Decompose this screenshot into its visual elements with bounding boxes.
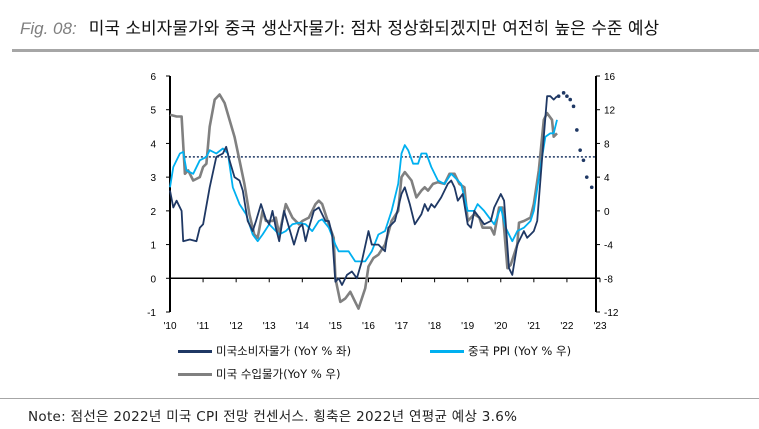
left-tick-label: -1	[147, 308, 156, 319]
x-tick-label: '19	[461, 321, 474, 332]
x-tick-label: '17	[395, 321, 408, 332]
legend-item-cpi: 미국소비자물가 (YoY % 좌)	[178, 343, 351, 359]
left-tick-label: 2	[150, 207, 156, 218]
x-tick-label: '14	[296, 321, 309, 332]
note-divider	[0, 398, 759, 399]
legend-label: 미국소비자물가 (YoY % 좌)	[216, 344, 352, 358]
right-tick-label: 8	[604, 139, 610, 150]
x-tick-label: '21	[527, 321, 540, 332]
forecast-point	[578, 148, 582, 152]
forecast-point	[575, 128, 579, 132]
forecast-point	[589, 185, 594, 190]
forecast-point	[561, 91, 566, 95]
left-tick-label: 5	[150, 106, 156, 117]
legend-label: 중국 PPI (YoY % 우)	[468, 344, 572, 358]
left-tick-label: 4	[150, 139, 156, 150]
title-divider	[12, 49, 759, 52]
x-tick-label: '22	[560, 321, 573, 332]
series-line-ppi	[169, 119, 558, 263]
forecast-point	[565, 94, 569, 99]
left-tick-label: 3	[150, 173, 156, 184]
forecast-point	[584, 175, 589, 179]
right-tick-label: -4	[604, 241, 613, 252]
right-tick-label: -8	[604, 274, 613, 285]
x-tick-label: '11	[197, 321, 210, 332]
x-tick-label: '10	[163, 321, 176, 332]
left-tick-label: 1	[150, 241, 156, 252]
right-tick-label: 16	[604, 72, 616, 83]
series-line-import	[169, 93, 558, 310]
right-tick-label: 0	[604, 207, 610, 218]
legend-swatch	[178, 349, 212, 353]
figure-title-text: 미국 소비자물가와 중국 생산자물가: 점차 정상화되겠지만 여전히 높은 수준…	[88, 19, 660, 39]
right-tick-label: 12	[604, 106, 616, 117]
series-line-cpi	[169, 95, 558, 286]
x-tick-label: '12	[230, 321, 243, 332]
x-tick-label: '13	[263, 321, 276, 332]
legend-label: 미국 수입물가(YoY % 우)	[216, 367, 341, 381]
right-tick-label: 4	[604, 173, 610, 184]
x-tick-label: '23	[593, 321, 606, 332]
legend-swatch	[430, 349, 464, 353]
figure-title: Fig. 08: 미국 소비자물가와 중국 생산자물가: 점차 정상화되겠지만 여…	[20, 14, 659, 39]
left-tick-label: 6	[150, 72, 156, 83]
right-tick-label: -12	[604, 308, 619, 319]
x-tick-label: '20	[494, 321, 507, 332]
legend-item-import: 미국 수입물가(YoY % 우)	[178, 366, 340, 382]
x-tick-label: '18	[428, 321, 441, 332]
x-tick-label: '16	[362, 321, 375, 332]
forecast-point	[556, 94, 561, 99]
forecast-point	[568, 97, 573, 102]
footnote: Note: 점선은 2022년 미국 CPI 전망 컨센서스. 횡축은 2022…	[28, 409, 518, 425]
legend-swatch	[178, 372, 212, 376]
legend-item-ppi: 중국 PPI (YoY % 우)	[430, 343, 571, 359]
figure-number: Fig. 08:	[20, 19, 77, 38]
forecast-point	[571, 104, 576, 109]
left-tick-label: 0	[150, 274, 156, 285]
x-tick-label: '15	[329, 321, 342, 332]
forecast-point	[581, 158, 586, 163]
